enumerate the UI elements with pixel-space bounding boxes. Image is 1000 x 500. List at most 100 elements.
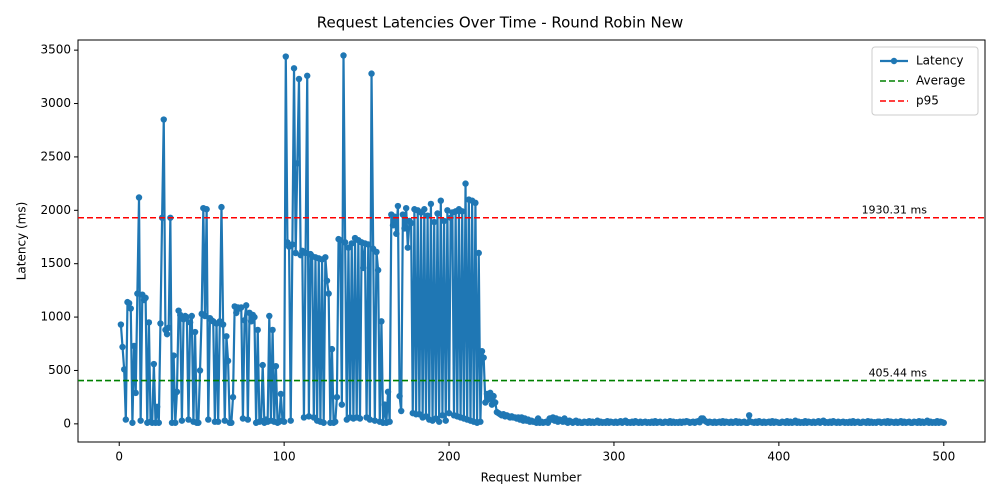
latency-point (475, 249, 482, 257)
latency-point (221, 417, 228, 424)
latency-point (442, 417, 449, 424)
latency-point (153, 403, 161, 410)
latency-point (427, 200, 435, 208)
latency-point (205, 416, 212, 423)
latency-point (404, 244, 412, 251)
legend-label: p95 (916, 94, 939, 108)
latency-point (300, 414, 308, 421)
latency-point (332, 418, 339, 425)
latency-point (119, 343, 126, 351)
latency-point (155, 419, 163, 426)
legend-label: Latency (916, 54, 963, 68)
latency-point (137, 417, 144, 424)
latency-point (185, 416, 192, 423)
latency-point (373, 248, 380, 256)
latency-point (444, 207, 451, 214)
latency-point (280, 418, 288, 425)
latency-point (366, 416, 374, 423)
latency-point (272, 362, 280, 370)
latency-point (120, 366, 128, 373)
latency-point (320, 419, 327, 426)
latency-point (439, 412, 446, 419)
latency-point (421, 206, 428, 213)
y-tick-label: 3000 (40, 96, 71, 110)
latency-point (122, 416, 130, 423)
latency-point (214, 418, 222, 425)
latency-point (239, 415, 247, 422)
latency-point (393, 230, 400, 237)
latency-point (459, 208, 466, 215)
latency-point (228, 419, 235, 426)
y-tick-label: 0 (63, 416, 71, 430)
latency-point (243, 302, 250, 309)
latency-point (384, 388, 392, 396)
latency-point (295, 75, 303, 83)
latency-point (238, 304, 245, 311)
latency-point (170, 352, 177, 359)
latency-point (445, 409, 453, 417)
latency-point (434, 210, 441, 217)
latency-point (323, 277, 331, 284)
latency-point (196, 367, 204, 374)
latency-point (203, 206, 210, 213)
latency-point (125, 299, 133, 307)
latency-point (322, 254, 329, 261)
latency-point (431, 218, 438, 226)
latency-point (134, 290, 141, 297)
y-tick-label: 1000 (40, 310, 71, 324)
latency-point (292, 249, 299, 257)
latency-point (269, 326, 276, 334)
latency-point (294, 160, 301, 167)
latency-point (391, 213, 398, 220)
latency-point (399, 211, 407, 218)
chart-title: Request Latencies Over Time - Round Robi… (317, 14, 683, 32)
latency-point (492, 399, 499, 406)
latency-point (254, 326, 261, 334)
latency-point (745, 412, 753, 419)
latency-point (396, 392, 403, 400)
latency-point (282, 53, 289, 60)
latency-point (378, 318, 385, 325)
y-tick-label: 1500 (40, 256, 71, 270)
latency-point (259, 361, 266, 369)
x-tick-label: 400 (767, 450, 790, 464)
y-tick-label: 2000 (40, 203, 71, 217)
latency-point (440, 217, 448, 225)
x-tick-label: 0 (115, 450, 123, 464)
latency-point (333, 393, 341, 401)
latency-point (401, 225, 408, 232)
latency-point (132, 389, 139, 397)
latency-point (178, 417, 186, 424)
latency-point (389, 222, 397, 229)
latency-point (289, 241, 296, 248)
latency-point (129, 419, 136, 426)
latency-point (394, 202, 402, 210)
latency-point (386, 418, 393, 425)
latency-point (130, 342, 138, 350)
x-axis-label: Request Number (481, 471, 582, 485)
latency-point (224, 357, 232, 365)
latency-point (223, 333, 230, 340)
latency-point (477, 418, 484, 425)
latency-point (195, 419, 202, 426)
legend-label: Average (916, 74, 965, 88)
latency-point (435, 418, 443, 425)
latency-point (183, 313, 191, 321)
latency-point (163, 330, 171, 338)
latency-point (191, 328, 199, 336)
x-tick-label: 300 (603, 450, 626, 464)
latency-point (201, 312, 209, 320)
latency-point (219, 321, 227, 328)
legend-box (871, 46, 979, 116)
latency-point (218, 203, 225, 211)
latency-point (165, 324, 172, 331)
latency-point (348, 240, 355, 247)
latency-point (338, 401, 346, 408)
latency-point (940, 419, 947, 426)
y-axis-label: Latency (ms) (15, 202, 29, 281)
latency-point (360, 264, 367, 272)
latency-point (462, 180, 469, 187)
latency-point (356, 415, 364, 422)
